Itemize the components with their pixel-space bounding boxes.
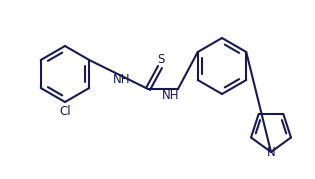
Text: N: N: [266, 146, 275, 158]
Text: NH: NH: [113, 73, 130, 86]
Text: S: S: [157, 52, 165, 66]
Text: NH: NH: [162, 88, 180, 101]
Text: Cl: Cl: [59, 105, 71, 117]
